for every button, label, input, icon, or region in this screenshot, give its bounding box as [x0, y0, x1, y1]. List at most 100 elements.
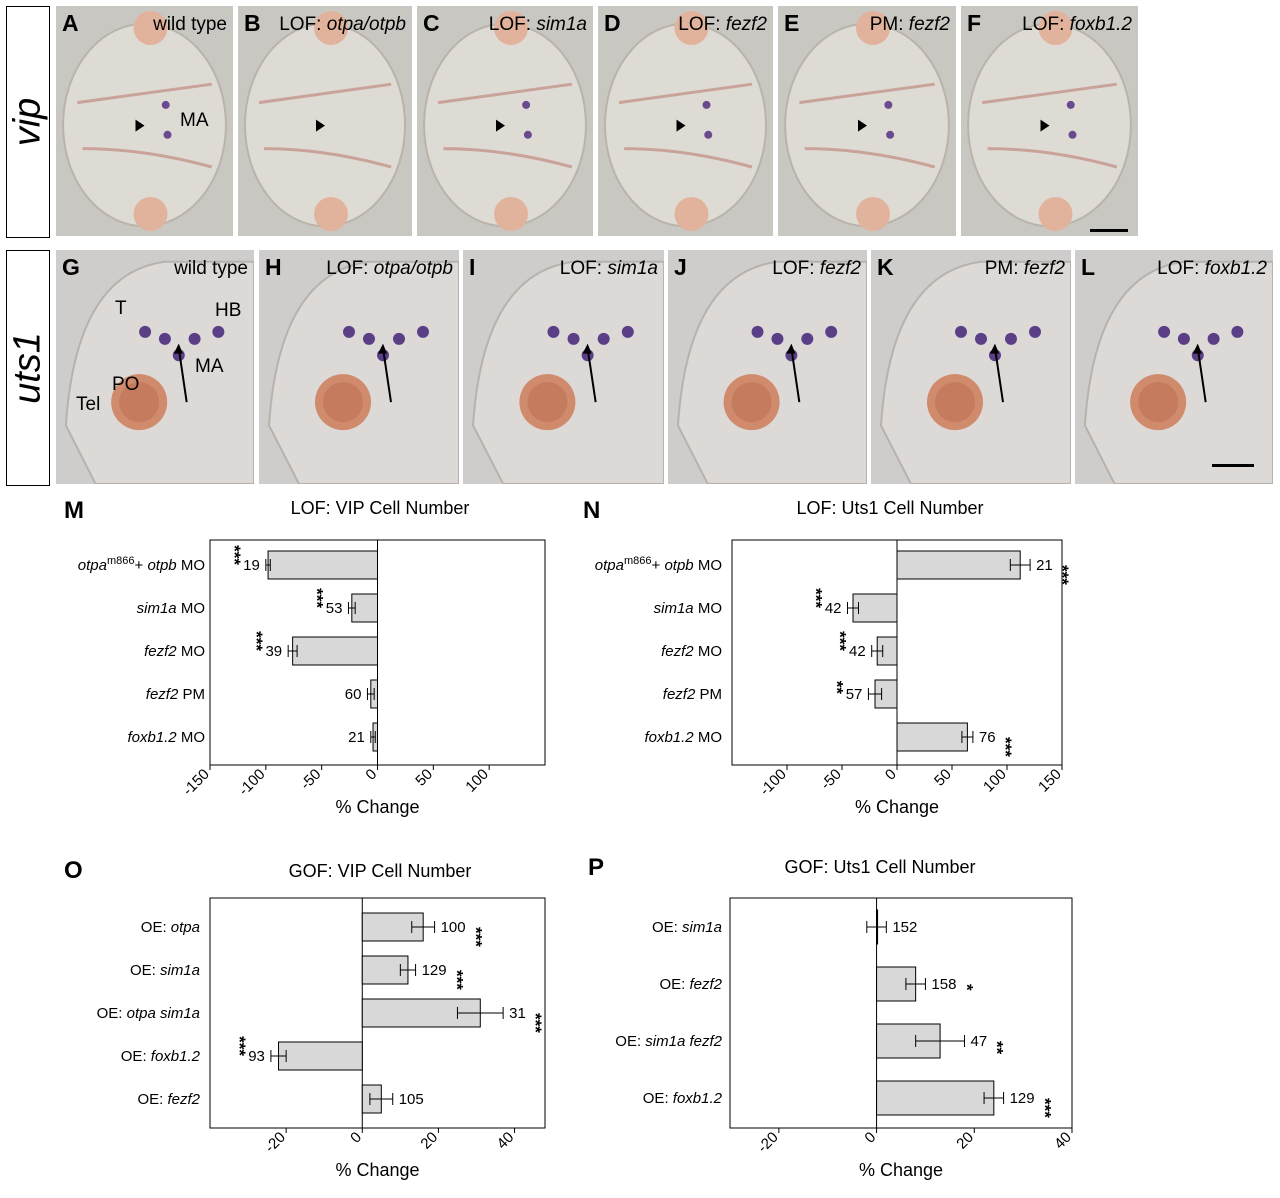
- n-label: 93: [248, 1048, 265, 1065]
- bar: [852, 593, 898, 623]
- significance-label: *: [957, 984, 976, 991]
- embryo-micrograph: [463, 250, 664, 484]
- category-label: sim1a MO: [137, 600, 205, 617]
- category-label: OE: foxb1.2: [121, 1048, 201, 1065]
- x-tick-label: -100: [757, 766, 790, 799]
- scale-bar: [1212, 464, 1254, 467]
- image-panel-i: I LOF: sim1a: [463, 250, 664, 484]
- annotation-po: PO: [112, 374, 140, 395]
- condition-gene: fezf2: [819, 258, 861, 279]
- panel-condition: PM: fezf2: [870, 14, 950, 36]
- n-label: 158: [931, 976, 956, 993]
- x-tick-label: -50: [817, 766, 844, 793]
- panel-letter: F: [967, 10, 982, 36]
- x-tick-label: 40: [494, 1129, 518, 1153]
- significance-label: ***: [1036, 1098, 1055, 1118]
- image-panel-c: C LOF: sim1a: [417, 6, 593, 236]
- chart-p: P GOF: Uts1 Cell Number-20 0 20 40% ChangeOE…: [588, 854, 1075, 1180]
- panel-condition: LOF: foxb1.2: [1157, 258, 1267, 280]
- chart-title: GOF: Uts1 Cell Number: [784, 857, 975, 877]
- x-tick-label: 20: [953, 1129, 977, 1153]
- x-axis-label: % Change: [859, 1160, 943, 1180]
- category-label: foxb1.2 MO: [644, 729, 722, 746]
- x-tick-label: 100: [462, 766, 492, 796]
- panel-letter: D: [604, 10, 621, 36]
- panel-letter: L: [1081, 254, 1096, 280]
- n-label: 21: [1036, 557, 1053, 574]
- chart-panel-letter: O: [64, 857, 83, 884]
- panel-condition: LOF: sim1a: [489, 14, 587, 36]
- scale-bar: [1090, 229, 1128, 232]
- embryo-micrograph: [961, 6, 1138, 236]
- n-label: 105: [399, 1091, 424, 1108]
- embryo-micrograph: [238, 6, 412, 236]
- x-axis-label: % Change: [335, 797, 419, 817]
- n-label: 60: [345, 686, 362, 703]
- chart-panel-letter: P: [588, 854, 604, 881]
- n-label: 42: [825, 600, 842, 617]
- category-label: otpam866+ otpb MO: [78, 555, 205, 574]
- plot-frame: [209, 897, 546, 1129]
- category-label: OE: fezf2: [137, 1091, 200, 1108]
- condition-prefix: PM:: [869, 14, 909, 35]
- n-label: 42: [849, 643, 866, 660]
- condition-gene: sim1a: [607, 258, 658, 279]
- significance-label: ***: [247, 631, 266, 651]
- panel-letter: E: [784, 10, 800, 36]
- condition-gene: fezf2: [908, 14, 950, 35]
- n-label: 76: [979, 729, 996, 746]
- chart-m: M LOF: VIP Cell Number-150 -100 -50 0 50 100% …: [64, 497, 546, 817]
- panel-letter: C: [423, 10, 440, 36]
- panel-condition: wild type: [174, 258, 248, 280]
- bar: [351, 593, 379, 623]
- panel-condition: LOF: fezf2: [678, 14, 767, 36]
- bar: [896, 550, 1021, 580]
- row-label-uts1: uts1: [6, 250, 50, 486]
- condition-prefix: PM:: [984, 258, 1024, 279]
- significance-label: **: [988, 1041, 1007, 1055]
- category-label: fezf2 PM: [146, 686, 205, 703]
- n-label: 53: [326, 600, 343, 617]
- n-label: 57: [846, 686, 863, 703]
- condition-gene: wild type: [153, 14, 227, 35]
- image-panel-b: B LOF: otpa/otpb: [238, 6, 412, 236]
- panel-condition: LOF: otpa/otpb: [326, 258, 453, 280]
- n-label: 47: [971, 1033, 988, 1050]
- bar: [876, 1080, 995, 1116]
- embryo-micrograph: [56, 250, 254, 484]
- chart-title: GOF: VIP Cell Number: [289, 861, 472, 881]
- bar: [267, 550, 379, 580]
- panel-letter: I: [469, 254, 476, 280]
- significance-label: ***: [467, 927, 486, 947]
- significance-label: ***: [448, 970, 467, 990]
- panel-condition: LOF: sim1a: [560, 258, 658, 280]
- embryo-micrograph: [778, 6, 956, 236]
- x-axis-label: % Change: [335, 1160, 419, 1180]
- embryo-micrograph: [871, 250, 1071, 484]
- x-tick-label: -20: [754, 1129, 781, 1156]
- panel-letter: G: [62, 254, 80, 280]
- x-tick-label: -20: [262, 1129, 289, 1156]
- category-label: OE: sim1a: [652, 919, 722, 936]
- x-tick-label: -100: [235, 766, 268, 799]
- category-label: OE: sim1a fezf2: [615, 1033, 722, 1050]
- n-label: 129: [422, 962, 447, 979]
- image-panel-l: L LOF: foxb1.2: [1075, 250, 1273, 484]
- condition-prefix: LOF:: [488, 14, 537, 35]
- chart-panel-letter: N: [583, 497, 600, 524]
- category-label: OE: fezf2: [659, 976, 722, 993]
- condition-prefix: LOF:: [1157, 258, 1205, 279]
- condition-prefix: LOF:: [279, 14, 327, 35]
- annotation-tel: Tel: [76, 394, 101, 415]
- embryo-micrograph: [417, 6, 593, 236]
- category-label: fezf2 PM: [663, 686, 722, 703]
- embryo-micrograph: [668, 250, 867, 484]
- embryo-micrograph: [259, 250, 459, 484]
- condition-gene: foxb1.2: [1204, 258, 1267, 279]
- condition-prefix: LOF:: [772, 258, 820, 279]
- panel-condition: LOF: fezf2: [772, 258, 861, 280]
- n-label: 31: [509, 1005, 526, 1022]
- image-panel-j: J LOF: fezf2: [668, 250, 867, 484]
- condition-gene: foxb1.2: [1069, 14, 1132, 35]
